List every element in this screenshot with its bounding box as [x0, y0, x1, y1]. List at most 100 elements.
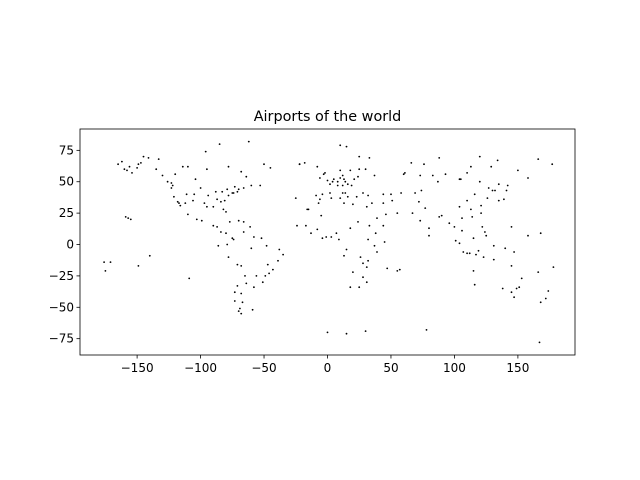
- data-point: [124, 216, 127, 218]
- data-point: [220, 231, 222, 233]
- data-point: [346, 195, 349, 198]
- data-point: [497, 183, 500, 186]
- data-point: [195, 218, 198, 221]
- data-point: [358, 286, 361, 289]
- data-point: [437, 180, 439, 183]
- data-point: [231, 192, 234, 194]
- data-point: [373, 244, 376, 247]
- data-point: [136, 167, 139, 169]
- data-point: [232, 238, 235, 241]
- data-point: [232, 192, 235, 194]
- data-point: [319, 198, 321, 201]
- data-point: [480, 212, 482, 215]
- data-point: [365, 281, 368, 284]
- data-point: [142, 155, 145, 158]
- data-point: [214, 190, 217, 193]
- data-point: [170, 187, 173, 189]
- data-point: [242, 231, 245, 233]
- data-point: [129, 218, 132, 221]
- data-point: [539, 301, 542, 304]
- data-point: [310, 232, 312, 235]
- data-point: [365, 205, 368, 208]
- data-point: [233, 291, 236, 294]
- data-point: [477, 249, 480, 252]
- data-point: [261, 281, 264, 284]
- data-point: [359, 256, 362, 258]
- data-point: [242, 187, 245, 189]
- axes: −150 −100 −50 0 50 100 150 −75 −50 −25 0 25 50 75: [49, 128, 576, 375]
- data-point: [237, 219, 240, 222]
- data-point: [461, 229, 463, 232]
- data-point: [305, 224, 307, 227]
- data-point: [423, 163, 425, 166]
- data-point: [552, 266, 555, 268]
- data-point: [419, 219, 422, 222]
- data-point: [371, 202, 373, 205]
- data-point: [396, 212, 399, 215]
- data-point: [326, 331, 329, 334]
- data-point: [212, 205, 215, 208]
- data-point: [322, 173, 325, 176]
- data-point: [459, 178, 462, 181]
- data-point: [330, 236, 333, 238]
- data-point: [345, 248, 348, 251]
- data-point: [250, 184, 253, 187]
- data-point: [343, 202, 345, 205]
- data-point: [332, 178, 335, 181]
- data-point: [204, 150, 207, 153]
- data-point: [506, 184, 509, 187]
- data-point: [339, 177, 342, 179]
- data-point: [364, 330, 367, 332]
- data-point: [382, 202, 385, 205]
- data-point: [137, 265, 140, 267]
- data-point: [472, 270, 475, 272]
- data-point: [206, 205, 208, 208]
- data-point: [344, 180, 347, 183]
- data-point: [319, 177, 321, 179]
- data-point: [398, 268, 401, 271]
- data-point: [510, 265, 513, 267]
- y-tick-label: −25: [49, 269, 74, 283]
- x-tick-label: −150: [121, 361, 154, 375]
- y-tick-label: 75: [59, 143, 74, 157]
- data-point: [266, 263, 269, 266]
- data-point: [176, 200, 179, 203]
- data-point: [487, 187, 490, 189]
- data-point: [148, 254, 151, 257]
- data-point: [458, 205, 461, 208]
- data-point: [216, 226, 219, 228]
- data-point: [200, 219, 203, 222]
- data-point: [396, 270, 399, 272]
- data-point: [277, 259, 279, 262]
- data-point: [140, 162, 142, 164]
- data-point: [466, 252, 468, 255]
- data-point: [181, 165, 184, 168]
- data-point: [240, 170, 243, 173]
- data-point: [336, 180, 339, 183]
- data-point: [478, 155, 481, 158]
- data-point: [278, 248, 281, 251]
- x-tick-label: 100: [443, 361, 466, 375]
- data-point: [245, 282, 248, 285]
- data-point: [109, 261, 112, 263]
- data-point: [236, 285, 239, 287]
- data-point: [428, 227, 430, 230]
- data-point: [357, 175, 359, 178]
- data-point: [355, 195, 358, 198]
- data-point: [137, 163, 140, 166]
- data-point: [475, 253, 477, 256]
- data-point: [264, 275, 267, 277]
- data-point: [390, 193, 392, 196]
- data-point: [259, 184, 262, 187]
- data-point: [480, 204, 482, 207]
- data-point: [265, 244, 268, 247]
- data-point: [367, 194, 369, 197]
- data-point: [236, 263, 239, 266]
- data-point: [513, 251, 515, 253]
- data-point: [184, 202, 187, 205]
- data-point: [352, 203, 354, 206]
- x-tick-label: 50: [383, 361, 398, 375]
- data-point: [513, 296, 515, 299]
- data-point: [358, 168, 361, 171]
